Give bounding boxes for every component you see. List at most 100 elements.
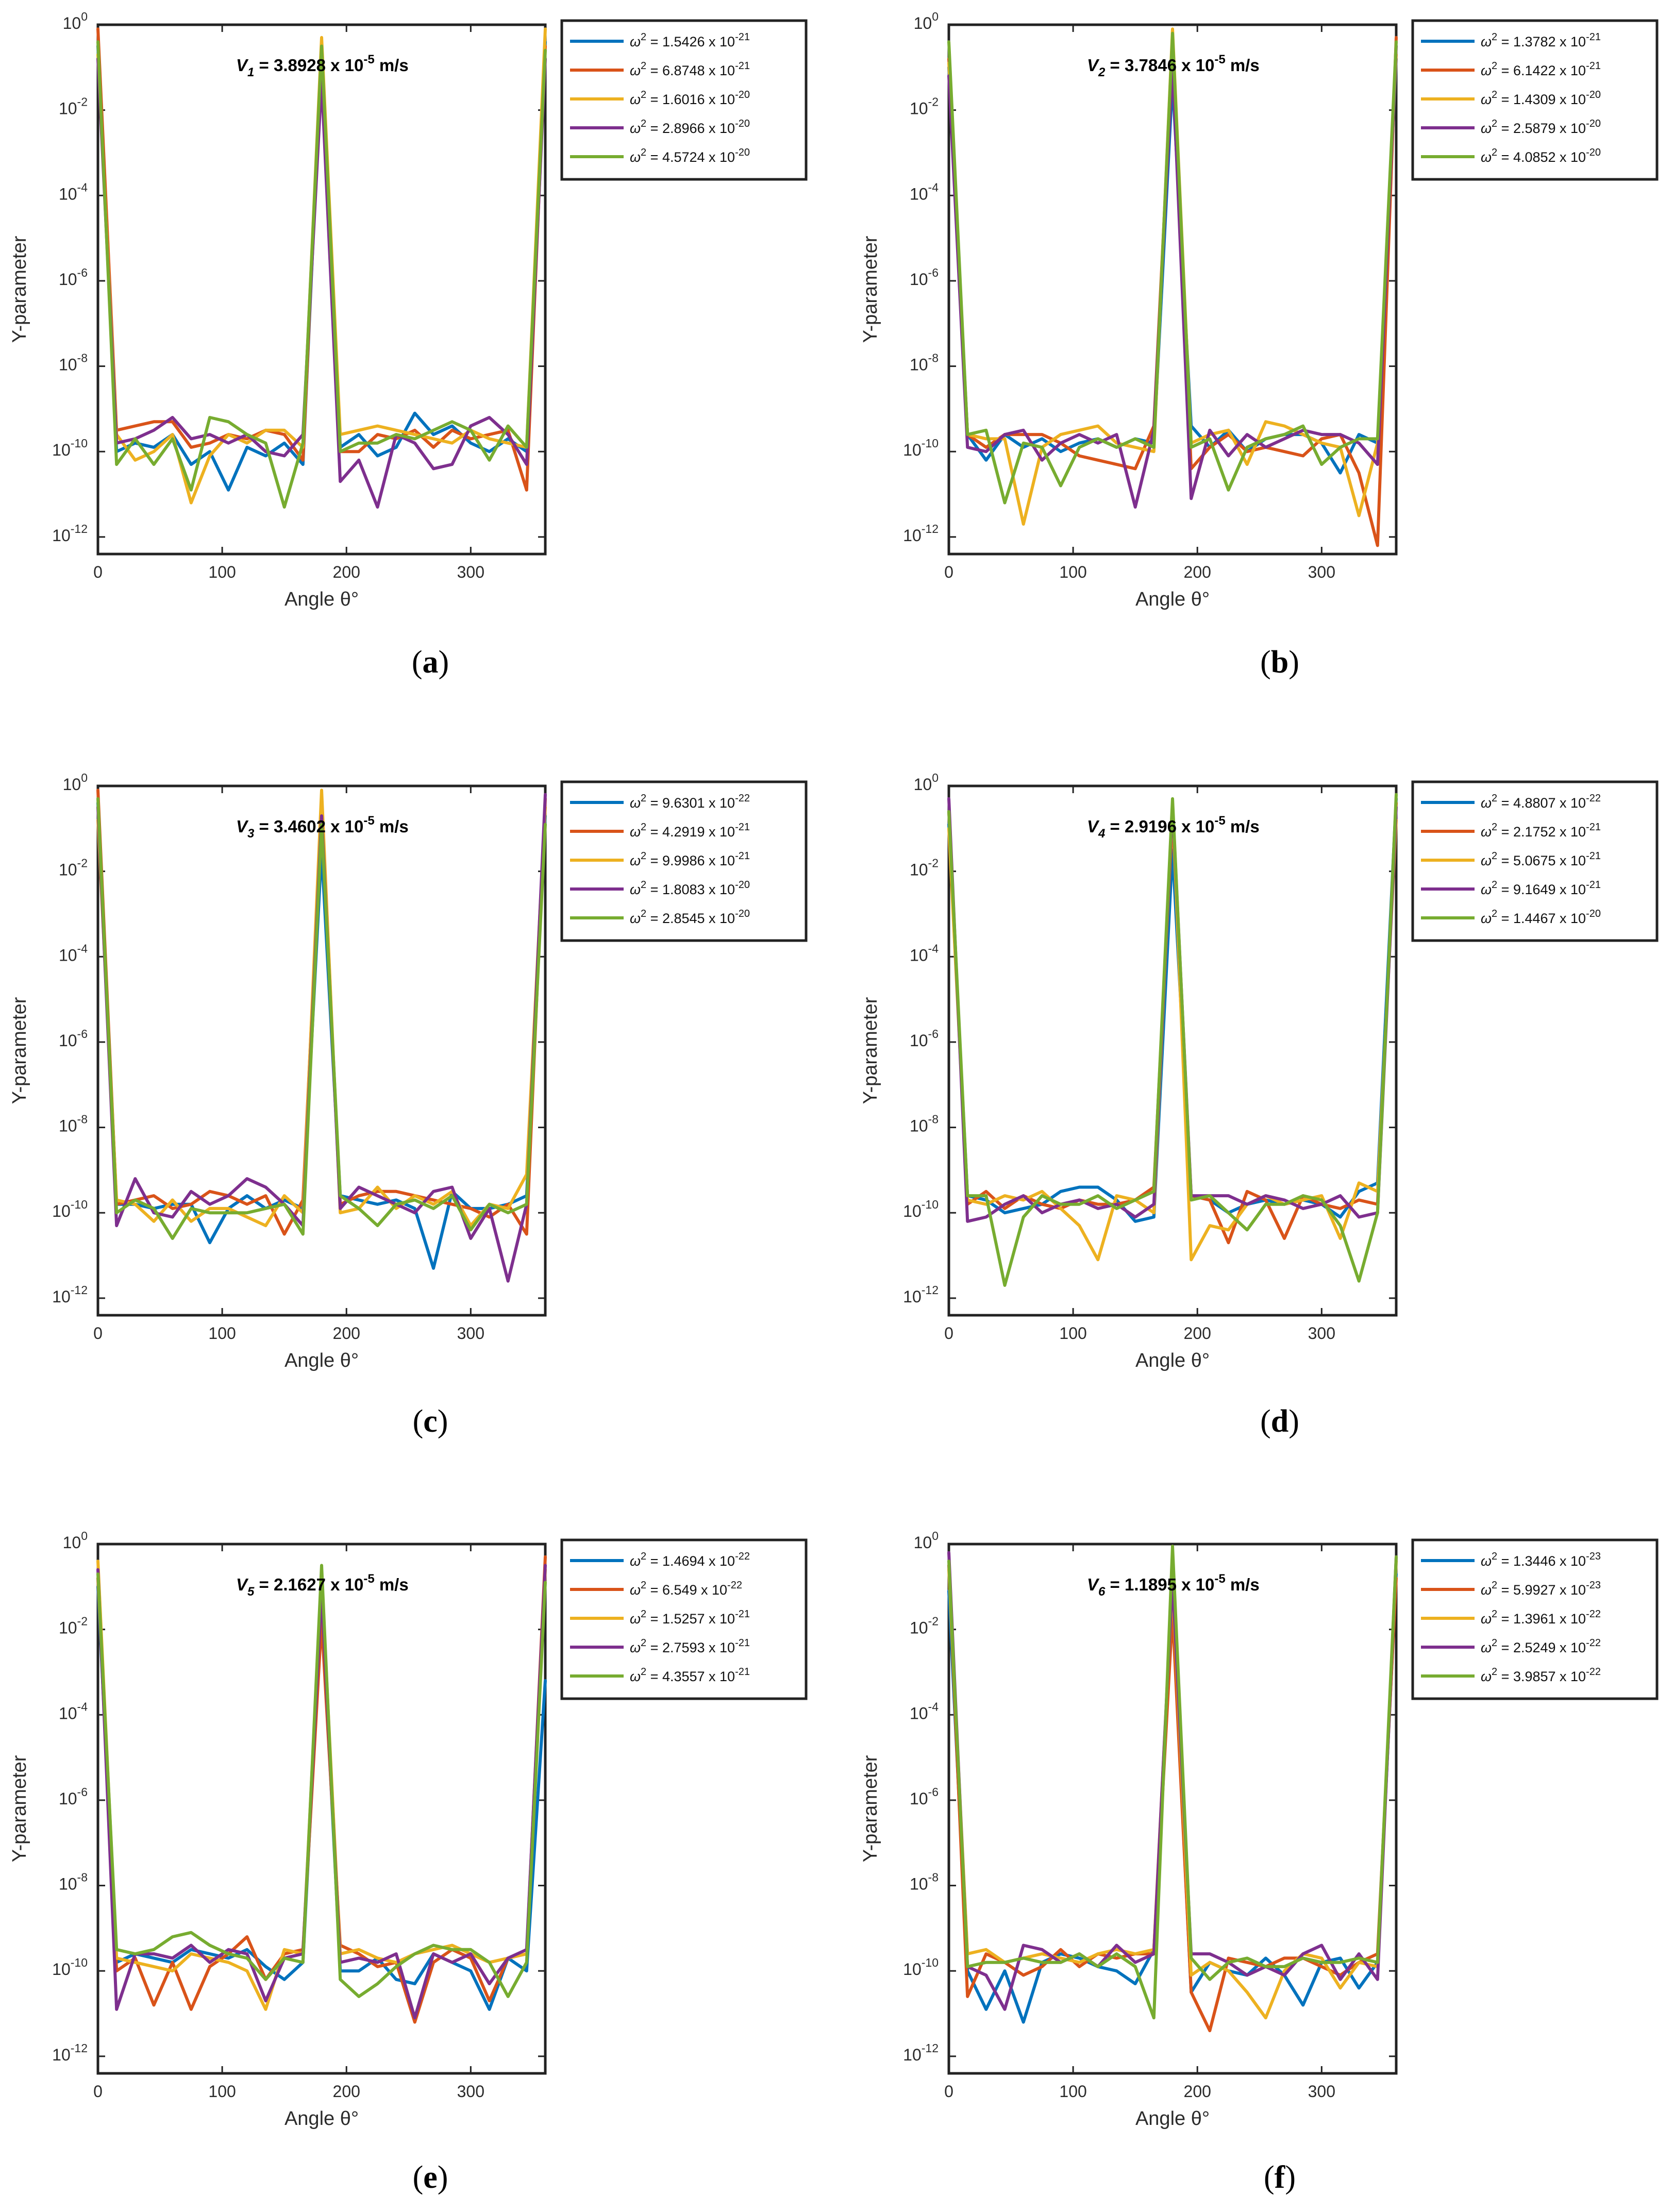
legend-equals: =	[646, 121, 662, 136]
velocity-exponent: -5	[1214, 1572, 1225, 1586]
legend-exponent: -22	[1586, 793, 1601, 804]
x-tick-label: 0	[944, 563, 953, 581]
legend-omega: ω	[1481, 882, 1492, 897]
legend-exponent: -20	[735, 147, 750, 158]
legend-entry-2: ω2 = 6.8748 x 10-21	[630, 60, 750, 78]
legend-omega-power: 2	[641, 118, 646, 129]
y-tick-label: 10-4	[59, 1700, 88, 1722]
legend-equals: =	[1497, 911, 1513, 926]
y-tick-exponent: -6	[77, 1027, 88, 1041]
y-tick-label: 10-12	[52, 2041, 88, 2064]
legend-mantissa: 1.6016 x 10	[662, 92, 735, 107]
y-tick-exponent: -12	[922, 2041, 939, 2055]
legend-entry-5: ω2 = 4.0852 x 10-20	[1481, 147, 1601, 165]
y-axis-title: Y-parameter	[860, 1755, 881, 1862]
legend-entry-2: ω2 = 2.1752 x 10-21	[1481, 822, 1601, 840]
y-tick-label: 10-8	[59, 1113, 88, 1135]
y-tick-exponent: -12	[71, 522, 88, 535]
velocity-equals: =	[1105, 817, 1125, 836]
velocity-value: 3.8928 x 10	[274, 56, 363, 75]
velocity-symbol: V	[236, 817, 249, 836]
y-tick-base: 10	[63, 14, 81, 32]
series-line-5	[947, 793, 1398, 1287]
legend-exponent: -22	[735, 1551, 750, 1562]
legend-equals: =	[1497, 1611, 1513, 1627]
legend-entry-1: ω2 = 9.6301 x 10-22	[630, 793, 750, 811]
velocity-annotation: V6 = 1.1895 x 10-5 m/s	[1087, 1572, 1260, 1599]
legend-mantissa: 2.8545 x 10	[662, 911, 735, 926]
y-tick-label: 10-8	[910, 1113, 939, 1135]
legend-entry-5: ω2 = 2.8545 x 10-20	[630, 908, 750, 926]
legend-entry-2: ω2 = 4.2919 x 10-21	[630, 822, 750, 840]
y-tick-exponent: 0	[932, 771, 939, 784]
legend-omega-power: 2	[1492, 1666, 1497, 1678]
panel-caption: (b)	[1260, 645, 1299, 680]
velocity-value: 2.9196 x 10	[1125, 817, 1214, 836]
velocity-symbol: V	[1087, 1575, 1100, 1594]
y-tick-exponent: 0	[81, 1529, 88, 1543]
x-tick-label: 300	[457, 1324, 484, 1343]
velocity-unit: m/s	[1230, 1575, 1260, 1594]
legend-omega-power: 2	[1492, 1580, 1497, 1591]
velocity-exponent: -5	[363, 53, 374, 66]
legend-omega: ω	[1481, 121, 1492, 136]
legend-mantissa: 4.8807 x 10	[1513, 795, 1586, 811]
panel-caption: (e)	[413, 2160, 448, 2195]
series-line-3	[947, 27, 1398, 526]
legend-entry-4: ω2 = 2.8966 x 10-20	[630, 118, 750, 136]
legend-omega: ω	[630, 824, 641, 840]
y-tick-exponent: -10	[71, 1198, 88, 1211]
legend-equals: =	[646, 1553, 662, 1569]
legend-equals: =	[646, 1669, 662, 1684]
y-tick-exponent: -2	[77, 857, 88, 870]
series-line-4	[96, 57, 547, 509]
y-tick-exponent: -12	[922, 522, 939, 535]
x-tick-label: 300	[1308, 563, 1335, 581]
velocity-equals: =	[254, 817, 274, 836]
legend-equals: =	[646, 795, 662, 811]
legend-omega-power: 2	[1492, 1637, 1497, 1649]
legend-entry-1: ω2 = 4.8807 x 10-22	[1481, 793, 1601, 811]
legend-omega-power: 2	[641, 147, 646, 158]
legend-equals: =	[1497, 1640, 1513, 1655]
legend-omega-power: 2	[641, 89, 646, 100]
legend-omega-power: 2	[1492, 31, 1497, 43]
y-tick-label: 10-2	[910, 857, 939, 879]
legend-omega: ω	[1481, 1640, 1492, 1655]
x-tick-label: 0	[93, 1324, 103, 1343]
legend-entry-1: ω2 = 1.3446 x 10-23	[1481, 1551, 1601, 1569]
legend-equals: =	[1497, 1553, 1513, 1569]
y-tick-label: 10-4	[59, 942, 88, 964]
legend-exponent: -22	[1586, 1608, 1601, 1620]
y-tick-base: 10	[914, 1533, 932, 1552]
y-tick-exponent: -8	[928, 351, 939, 365]
legend-omega: ω	[1481, 1669, 1492, 1684]
velocity-exponent: -5	[363, 814, 374, 828]
velocity-unit: m/s	[1230, 56, 1260, 75]
legend-omega-power: 2	[641, 1580, 646, 1591]
y-tick-exponent: -6	[77, 1785, 88, 1799]
y-tick-label: 10-6	[910, 1027, 939, 1050]
x-tick-label: 0	[944, 2082, 953, 2101]
velocity-annotation: V4 = 2.9196 x 10-5 m/s	[1087, 814, 1260, 841]
y-tick-base: 10	[910, 185, 928, 203]
velocity-exponent: -5	[363, 1572, 374, 1586]
velocity-subscript: 6	[1098, 1585, 1106, 1599]
velocity-unit-space	[1226, 817, 1230, 836]
y-tick-base: 10	[63, 1533, 81, 1552]
legend-entry-3: ω2 = 5.0675 x 10-21	[1481, 850, 1601, 868]
y-tick-base: 10	[903, 1287, 922, 1306]
caption-letter: b	[1271, 645, 1288, 680]
legend-entry-3: ω2 = 9.9986 x 10-21	[630, 850, 750, 868]
y-tick-label: 10-6	[59, 1785, 88, 1808]
legend-omega: ω	[1481, 911, 1492, 926]
legend-entry-5: ω2 = 4.3557 x 10-21	[630, 1666, 750, 1684]
velocity-symbol: V	[236, 56, 249, 75]
legend-mantissa: 2.5879 x 10	[1513, 121, 1586, 136]
legend-mantissa: 1.3446 x 10	[1513, 1553, 1586, 1569]
velocity-equals: =	[1105, 1575, 1125, 1594]
y-tick-exponent: -10	[71, 1956, 88, 1969]
legend-exponent: -22	[735, 793, 750, 804]
legend-entry-5: ω2 = 3.9857 x 10-22	[1481, 1666, 1601, 1684]
